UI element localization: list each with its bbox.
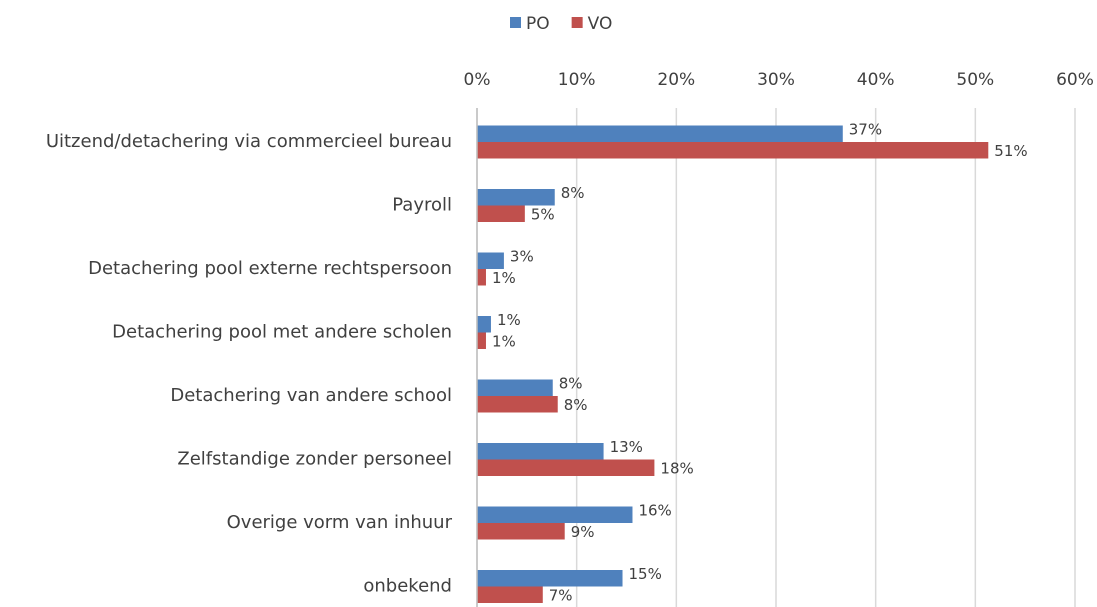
bar <box>477 205 525 222</box>
bar <box>477 586 543 603</box>
bar <box>477 443 604 460</box>
data-label: 1% <box>497 311 521 329</box>
data-label: 7% <box>549 586 573 604</box>
x-tick-label: 0% <box>464 70 491 90</box>
data-label: 8% <box>564 396 588 414</box>
data-label: 3% <box>510 247 534 265</box>
bar <box>477 506 633 523</box>
x-tick-label: 20% <box>657 70 695 90</box>
bar <box>477 125 843 142</box>
x-tick-label: 30% <box>757 70 795 90</box>
category-label: Payroll <box>392 195 452 216</box>
category-label: Overige vorm van inhuur <box>227 512 453 533</box>
legend-swatch <box>571 17 583 28</box>
x-tick-label: 10% <box>558 70 596 90</box>
category-label: Zelfstandige zonder personeel <box>177 449 452 470</box>
category-label: Detachering pool externe rechtspersoon <box>88 258 452 279</box>
data-label: 51% <box>994 142 1027 160</box>
bar <box>477 252 504 269</box>
bar <box>477 570 623 587</box>
bar <box>477 396 558 413</box>
legend-label: PO <box>526 14 550 34</box>
bar <box>477 523 565 540</box>
data-label: 5% <box>531 205 555 223</box>
bar <box>477 269 486 286</box>
category-label: Detachering pool met andere scholen <box>112 322 452 343</box>
data-label: 1% <box>492 269 516 287</box>
category-label: Uitzend/detachering via commercieel bure… <box>46 131 452 152</box>
data-label: 16% <box>638 501 671 519</box>
category-label: Detachering van andere school <box>170 385 452 406</box>
x-tick-label: 50% <box>956 70 994 90</box>
bar <box>477 142 989 159</box>
data-label: 9% <box>571 523 595 541</box>
legend-label: VO <box>588 14 613 34</box>
legend-swatch <box>510 17 521 28</box>
data-label: 13% <box>610 438 643 456</box>
x-tick-label: 60% <box>1056 70 1094 90</box>
data-label: 37% <box>849 120 882 138</box>
data-label: 1% <box>492 332 516 350</box>
bar <box>477 189 555 206</box>
data-label: 15% <box>629 565 662 583</box>
x-tick-label: 40% <box>857 70 895 90</box>
bar <box>477 379 553 396</box>
bar <box>477 459 655 476</box>
data-label: 18% <box>660 459 693 477</box>
category-label: onbekend <box>363 576 452 597</box>
bar <box>477 316 491 333</box>
data-label: 8% <box>561 184 585 202</box>
data-label: 8% <box>559 374 583 392</box>
bar <box>477 332 486 349</box>
